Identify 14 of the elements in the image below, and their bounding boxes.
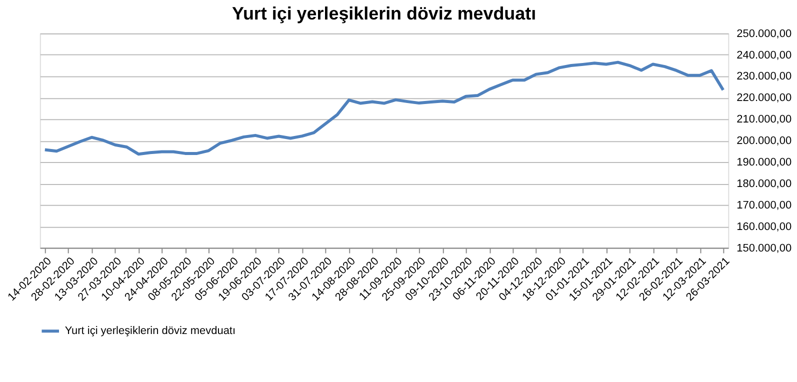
y-tick-label: 200.000,00 — [736, 135, 792, 148]
y-tick-label: 230.000,00 — [736, 70, 792, 83]
y-tick-label: 210.000,00 — [736, 114, 792, 126]
legend-label: Yurt içi yerleşiklerin döviz mevduatı — [64, 325, 236, 338]
y-tick-label: 220.000,00 — [736, 92, 792, 104]
y-tick-label: 250.000,00 — [736, 28, 792, 40]
y-tick-label: 150.000,00 — [736, 242, 792, 254]
y-tick-label: 170.000,00 — [736, 199, 792, 212]
y-tick-label: 160.000,00 — [736, 220, 792, 233]
y-tick-label: 240.000,00 — [736, 49, 792, 62]
chart-title: Yurt içi yerleşiklerin döviz mevduatı — [232, 3, 536, 24]
line-series — [43, 60, 725, 156]
y-tick-label: 190.000,00 — [736, 156, 792, 169]
y-tick-label: 180.000,00 — [736, 178, 792, 190]
